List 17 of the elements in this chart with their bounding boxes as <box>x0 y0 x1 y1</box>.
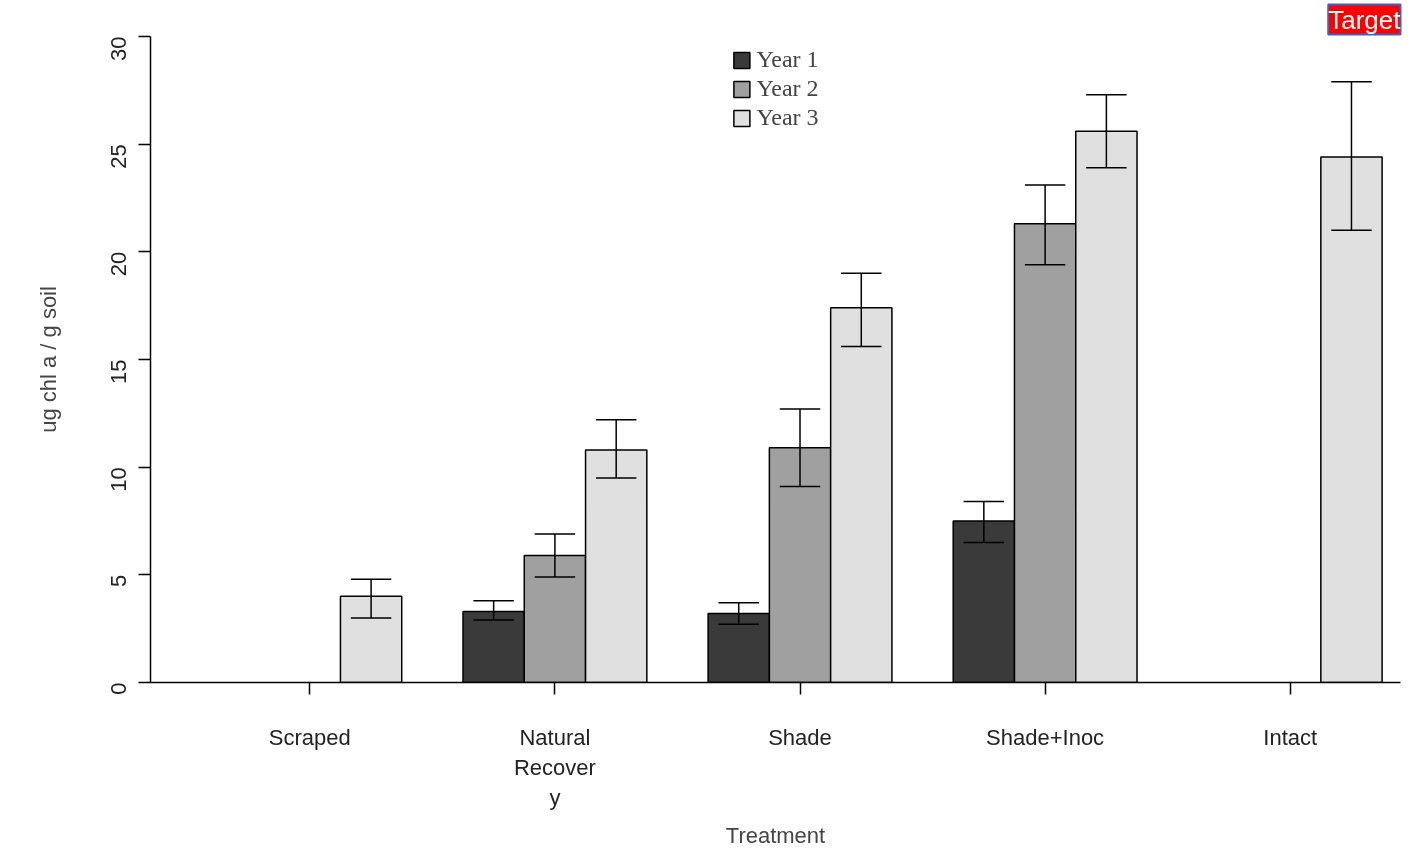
y-tick-label: 25 <box>106 144 131 169</box>
x-tick-label: Natural Recover y <box>513 724 596 810</box>
y-tick-label: 5 <box>106 574 131 588</box>
x-tick-label: Scraped <box>268 724 351 750</box>
x-tick-label: Intact <box>1263 724 1318 750</box>
y-tick-label: 10 <box>106 467 131 492</box>
legend-label: Year 3 <box>756 104 819 131</box>
y-tick-label: 20 <box>106 251 131 277</box>
y-tick-label: 15 <box>106 359 131 384</box>
y-axis-title: ug chl a / g soil <box>35 286 61 433</box>
x-tick-label: Shade <box>768 724 832 750</box>
y-tick-label: 30 <box>106 36 131 61</box>
y-tick-label: 0 <box>106 682 131 695</box>
x-axis-title: Treatment <box>725 822 826 848</box>
x-tick-label: Shade+Inoc <box>986 724 1105 750</box>
legend-label: Year 1 <box>756 46 819 73</box>
legend-label: Year 2 <box>756 75 819 102</box>
